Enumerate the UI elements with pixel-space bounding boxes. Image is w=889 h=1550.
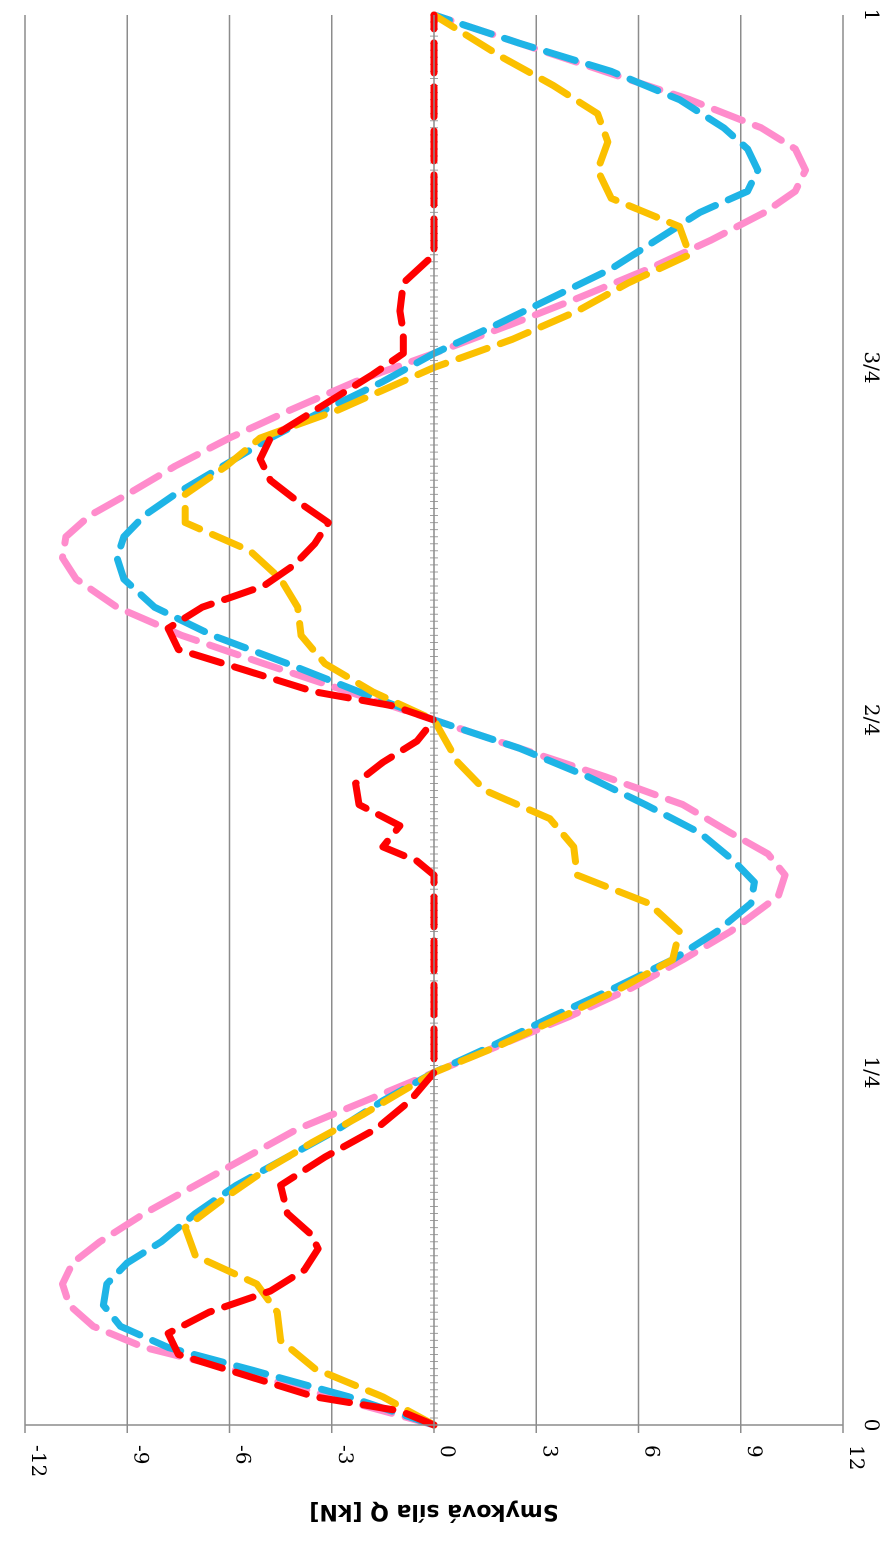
series-line-2: [181, 11, 694, 1429]
y-tick-label-2: -6: [232, 1445, 256, 1464]
x-tick-label-1: 1/4: [860, 1056, 884, 1088]
y-axis-title: Smyková síla Q [kN]: [309, 1499, 558, 1524]
x-tick-label-4: 1: [860, 9, 884, 22]
y-tick-label-5: 3: [538, 1445, 562, 1458]
x-tick-label-0: 0: [860, 1419, 884, 1432]
y-tick-label-3: -3: [334, 1445, 358, 1464]
tick-labels: -12 -9 -6 -3 0 3 6 9 12 0 1/4 2/4 3/4 1: [27, 9, 884, 1478]
y-tick-label-6: 6: [641, 1445, 665, 1458]
y-tick-label-0: -12: [27, 1445, 51, 1477]
y-tick-label-8: 12: [845, 1445, 869, 1470]
y-tick-label-1: -9: [129, 1445, 153, 1464]
axes: [24, 15, 844, 1433]
y-tick-label-7: 9: [743, 1445, 767, 1458]
x-tick-label-2: 2/4: [860, 704, 884, 736]
y-tick-label-4: 0: [436, 1445, 460, 1458]
series-line-3: [164, 11, 438, 1429]
x-tick-label-3: 3/4: [860, 351, 884, 383]
